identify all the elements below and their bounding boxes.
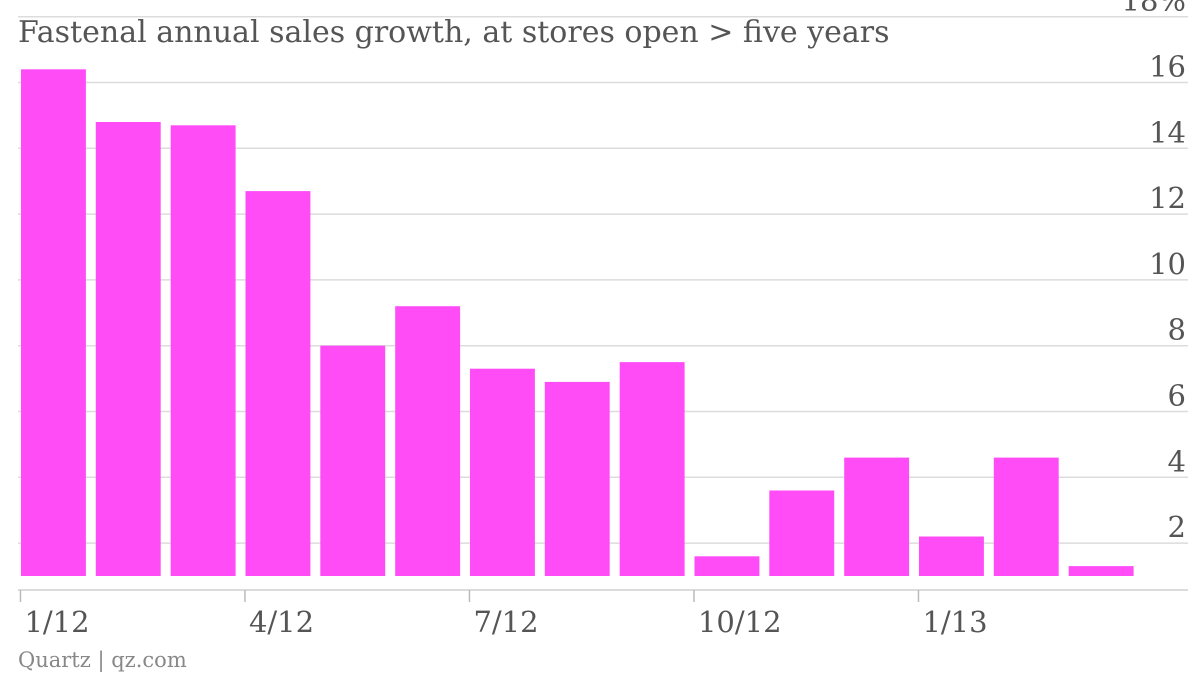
bar-3-13 (1068, 566, 1134, 576)
bars (21, 69, 1134, 577)
x-tick-label: 10/12 (698, 605, 782, 639)
bar-2-12 (95, 122, 161, 576)
x-axis-ticks: 1/12 4/12 7/12 10/12 1/13 (19, 590, 988, 639)
bar-11-12 (769, 490, 835, 576)
bar-4-12 (245, 191, 311, 576)
bar-9-12 (619, 362, 685, 576)
bar-5-12 (320, 345, 386, 576)
bar-6-12 (395, 306, 461, 576)
bar-1-12 (21, 69, 86, 577)
bar-12-12 (844, 457, 910, 576)
bar-1-13 (919, 536, 984, 576)
x-tick-label: 7/12 (473, 605, 538, 639)
bar-3-12 (170, 125, 236, 577)
y-tick-label: 10 (1149, 247, 1186, 281)
y-tick-label: 14 (1149, 115, 1186, 149)
y-tick-label: 18% (1122, 0, 1186, 18)
bar-7-12 (470, 368, 535, 576)
y-axis-ticks: 2 4 6 8 10 12 14 16 18% (1122, 0, 1186, 544)
y-tick-label: 2 (1168, 510, 1186, 544)
bar-2-13 (993, 457, 1059, 576)
chart-credit: Quartz | qz.com (18, 648, 187, 673)
y-tick-label: 8 (1168, 313, 1186, 347)
x-tick-label: 1/13 (922, 605, 987, 639)
x-tick-label: 4/12 (249, 605, 314, 639)
bar-8-12 (544, 381, 610, 576)
chart-title: Fastenal annual sales growth, at stores … (18, 15, 890, 50)
y-tick-label: 12 (1149, 181, 1186, 215)
bar-10-12 (694, 556, 760, 576)
y-tick-label: 4 (1168, 444, 1186, 478)
y-tick-label: 16 (1149, 50, 1186, 84)
y-tick-label: 6 (1168, 379, 1186, 413)
x-tick-label: 1/12 (24, 605, 89, 639)
